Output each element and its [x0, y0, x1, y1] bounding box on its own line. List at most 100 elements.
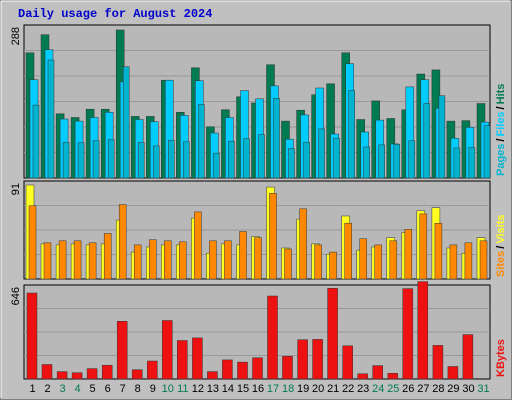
bar-kbytes	[342, 345, 353, 380]
x-tick-label: 28	[432, 383, 444, 395]
bar-kbytes	[432, 345, 444, 380]
bar-pages	[62, 142, 70, 179]
bar-pages	[153, 145, 160, 179]
side-label-sep: /	[495, 106, 507, 109]
bar-kbytes	[282, 356, 293, 380]
bar-sites	[389, 240, 398, 280]
x-tick-label: 23	[357, 383, 369, 395]
bar-pages	[213, 152, 220, 179]
bar-sites	[118, 204, 127, 280]
side-label-sep: /	[495, 139, 507, 142]
series-side-label: Pages/Files/Hits	[495, 84, 507, 176]
x-tick-label: 1	[29, 383, 35, 395]
x-tick-label: 21	[327, 383, 339, 395]
panel-kbytes: 646 KBytes	[10, 281, 507, 380]
x-tick-label: 9	[150, 383, 156, 395]
panel-hits-files-pages: 288 Pages/Files/Hits	[10, 24, 507, 179]
bar-sites	[103, 233, 112, 280]
x-tick-label: 3	[60, 383, 66, 395]
bar-sites	[314, 244, 322, 280]
bar-kbytes	[71, 372, 83, 380]
bar-sites	[73, 240, 82, 280]
bar-sites	[374, 244, 382, 280]
x-tick-label: 24	[372, 383, 384, 395]
x-tick-label: 30	[462, 383, 474, 395]
x-tick-label: 11	[177, 383, 188, 395]
bar-kbytes	[267, 295, 278, 380]
side-label-hits: Hits	[495, 84, 507, 105]
bar-sites	[329, 251, 337, 280]
x-tick-label: 25	[387, 383, 399, 395]
x-tick-label: 27	[417, 383, 429, 395]
bar-pages	[348, 90, 355, 179]
bar-sites	[133, 244, 142, 280]
x-tick-label: 31	[477, 383, 489, 395]
bar-sites	[359, 238, 367, 280]
bar-kbytes	[312, 339, 323, 380]
bar-sites	[58, 240, 67, 280]
bar-kbytes	[207, 371, 218, 380]
bar-pages	[107, 139, 115, 179]
bar-sites	[179, 241, 187, 280]
bar-kbytes	[417, 281, 429, 380]
bar-kbytes	[192, 337, 203, 380]
bar-sites	[43, 242, 52, 280]
bar-kbytes	[447, 366, 459, 380]
side-label-sites: Sites	[495, 251, 507, 277]
x-tick-label: 17	[267, 383, 279, 395]
x-tick-label: 8	[135, 383, 141, 395]
side-label-sep: /	[495, 246, 507, 249]
bar-pages	[228, 141, 235, 179]
bar-kbytes	[162, 320, 173, 380]
bar-pages	[408, 140, 416, 179]
bar-kbytes	[237, 361, 248, 380]
x-tick-label: 5	[90, 383, 96, 395]
bar-pages	[378, 144, 385, 179]
bar-kbytes	[177, 340, 188, 380]
bar-sites	[224, 240, 232, 280]
bar-kbytes	[56, 371, 68, 380]
bar-pages	[453, 147, 461, 179]
x-tick-label: 20	[312, 383, 324, 395]
side-label-visits: Visits	[495, 214, 507, 243]
x-tick-label: 7	[120, 383, 126, 395]
bar-kbytes	[387, 373, 399, 380]
bar-pages	[47, 59, 55, 179]
bar-sites	[284, 248, 292, 280]
bar-kbytes	[86, 368, 98, 380]
bar-sites	[194, 211, 202, 280]
bar-kbytes	[26, 292, 38, 380]
bar-pages	[122, 66, 130, 179]
bar-pages	[318, 128, 325, 179]
series-side-label: Sites / Visits	[495, 214, 507, 277]
bar-pages	[363, 146, 370, 179]
bar-pages	[288, 148, 295, 179]
bar-kbytes	[327, 288, 338, 380]
bar-kbytes	[372, 365, 383, 380]
bar-pages	[92, 140, 100, 179]
bar-sites	[434, 222, 443, 280]
bar-sites	[404, 229, 413, 280]
bar-kbytes	[41, 364, 53, 380]
x-tick-label: 18	[282, 383, 294, 395]
bar-kbytes	[357, 373, 368, 380]
bar-pages	[483, 125, 491, 179]
bar-sites	[299, 208, 307, 280]
bar-kbytes	[101, 364, 113, 380]
x-tick-label: 16	[252, 383, 264, 395]
y-tick-label: 288	[10, 27, 22, 45]
bar-sites	[88, 242, 97, 280]
x-tick-label: 15	[237, 383, 249, 395]
x-tick-label: 26	[402, 383, 414, 395]
chart-title: Daily usage for August 2024	[18, 7, 212, 21]
bar-kbytes	[297, 339, 308, 380]
x-tick-label: 6	[105, 383, 111, 395]
side-label-kbytes: KBytes	[495, 339, 507, 377]
bar-pages	[32, 104, 40, 179]
bar-pages	[258, 134, 265, 179]
x-tick-label: 4	[75, 383, 81, 395]
bar-kbytes	[462, 334, 474, 380]
bar-pages	[168, 139, 175, 179]
x-tick-label: 19	[297, 383, 309, 395]
